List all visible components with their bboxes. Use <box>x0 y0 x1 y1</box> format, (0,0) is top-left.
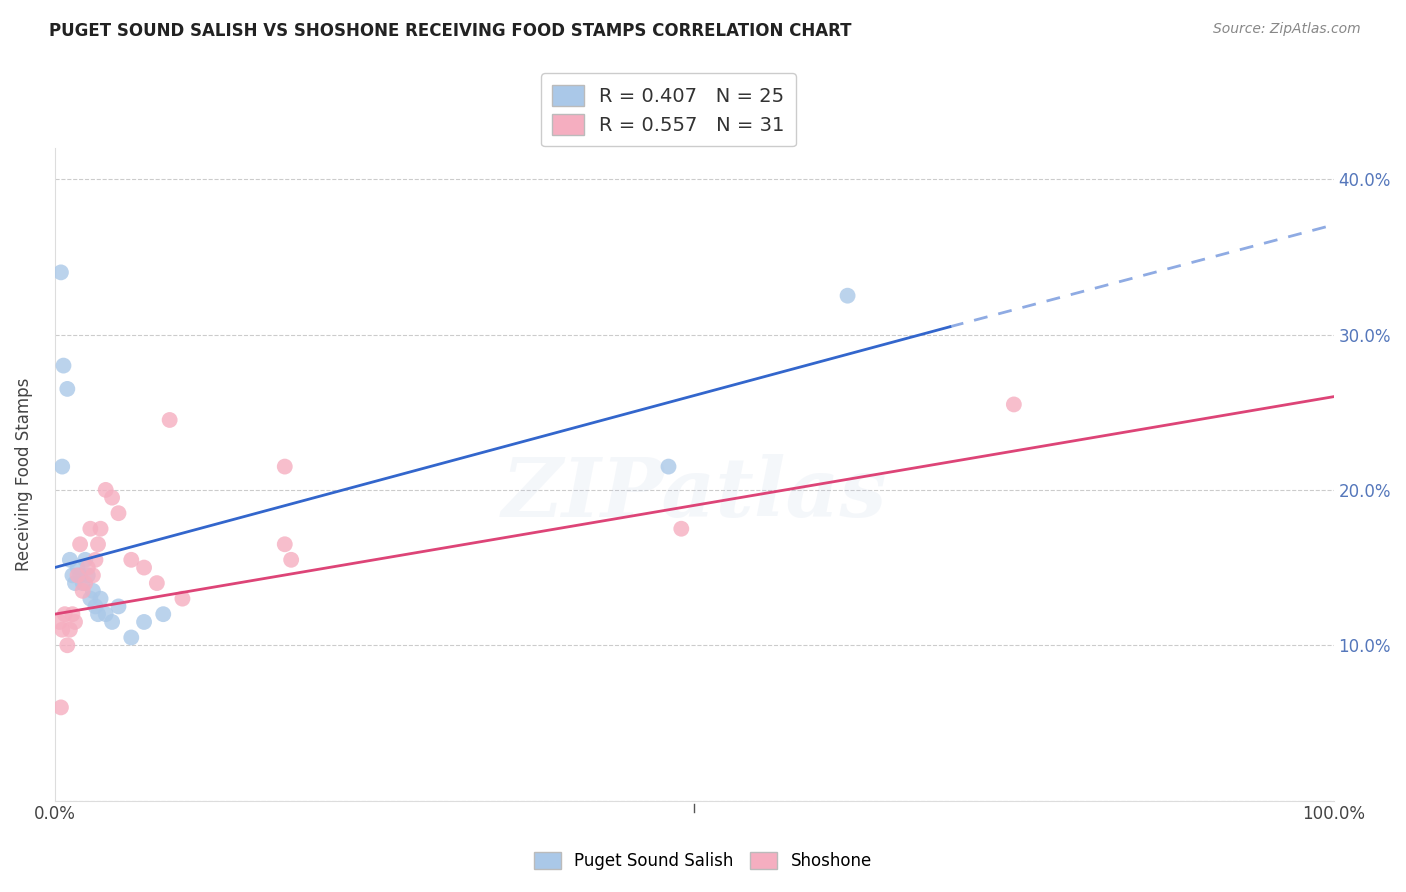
Text: Source: ZipAtlas.com: Source: ZipAtlas.com <box>1213 22 1361 37</box>
Point <box>79 591 101 606</box>
Point <box>87 607 110 622</box>
Point <box>79 522 101 536</box>
Point <box>84 599 107 614</box>
Point <box>56 382 79 396</box>
Point <box>107 506 129 520</box>
Point <box>75 553 97 567</box>
Point <box>59 623 82 637</box>
Point <box>49 700 72 714</box>
Point <box>76 560 98 574</box>
Point <box>75 576 97 591</box>
Point <box>94 483 117 497</box>
Point <box>72 576 94 591</box>
Point <box>56 638 79 652</box>
Point <box>59 553 82 567</box>
Point <box>52 359 75 373</box>
Point <box>62 607 84 622</box>
Point <box>76 568 98 582</box>
Point <box>51 459 73 474</box>
Point <box>837 288 859 302</box>
Text: ZIPatlas: ZIPatlas <box>502 454 887 534</box>
Point <box>51 623 73 637</box>
Point <box>69 568 91 582</box>
Point <box>132 560 155 574</box>
Point <box>146 576 169 591</box>
Point <box>280 553 302 567</box>
Point <box>120 553 142 567</box>
Text: PUGET SOUND SALISH VS SHOSHONE RECEIVING FOOD STAMPS CORRELATION CHART: PUGET SOUND SALISH VS SHOSHONE RECEIVING… <box>49 22 852 40</box>
Legend: R = 0.407   N = 25, R = 0.557   N = 31: R = 0.407 N = 25, R = 0.557 N = 31 <box>541 73 796 146</box>
Point <box>94 607 117 622</box>
Point <box>120 631 142 645</box>
Point <box>274 537 297 551</box>
Point <box>82 583 104 598</box>
Point <box>90 591 112 606</box>
Point <box>101 491 124 505</box>
Point <box>69 537 91 551</box>
Point <box>63 576 86 591</box>
Point <box>84 553 107 567</box>
Point <box>72 583 94 598</box>
Point <box>159 413 181 427</box>
Point <box>90 522 112 536</box>
Point <box>101 615 124 629</box>
Point <box>152 607 174 622</box>
Y-axis label: Receiving Food Stamps: Receiving Food Stamps <box>15 377 32 571</box>
Legend: Puget Sound Salish, Shoshone: Puget Sound Salish, Shoshone <box>527 845 879 877</box>
Point <box>107 599 129 614</box>
Point <box>49 265 72 279</box>
Point <box>82 568 104 582</box>
Point <box>66 560 89 574</box>
Point <box>87 537 110 551</box>
Point <box>671 522 693 536</box>
Point <box>274 459 297 474</box>
Point <box>132 615 155 629</box>
Point <box>53 607 76 622</box>
Point <box>62 568 84 582</box>
Point <box>63 615 86 629</box>
Point <box>172 591 194 606</box>
Point <box>66 568 89 582</box>
Point <box>48 615 70 629</box>
Point <box>657 459 679 474</box>
Point <box>1002 397 1025 411</box>
